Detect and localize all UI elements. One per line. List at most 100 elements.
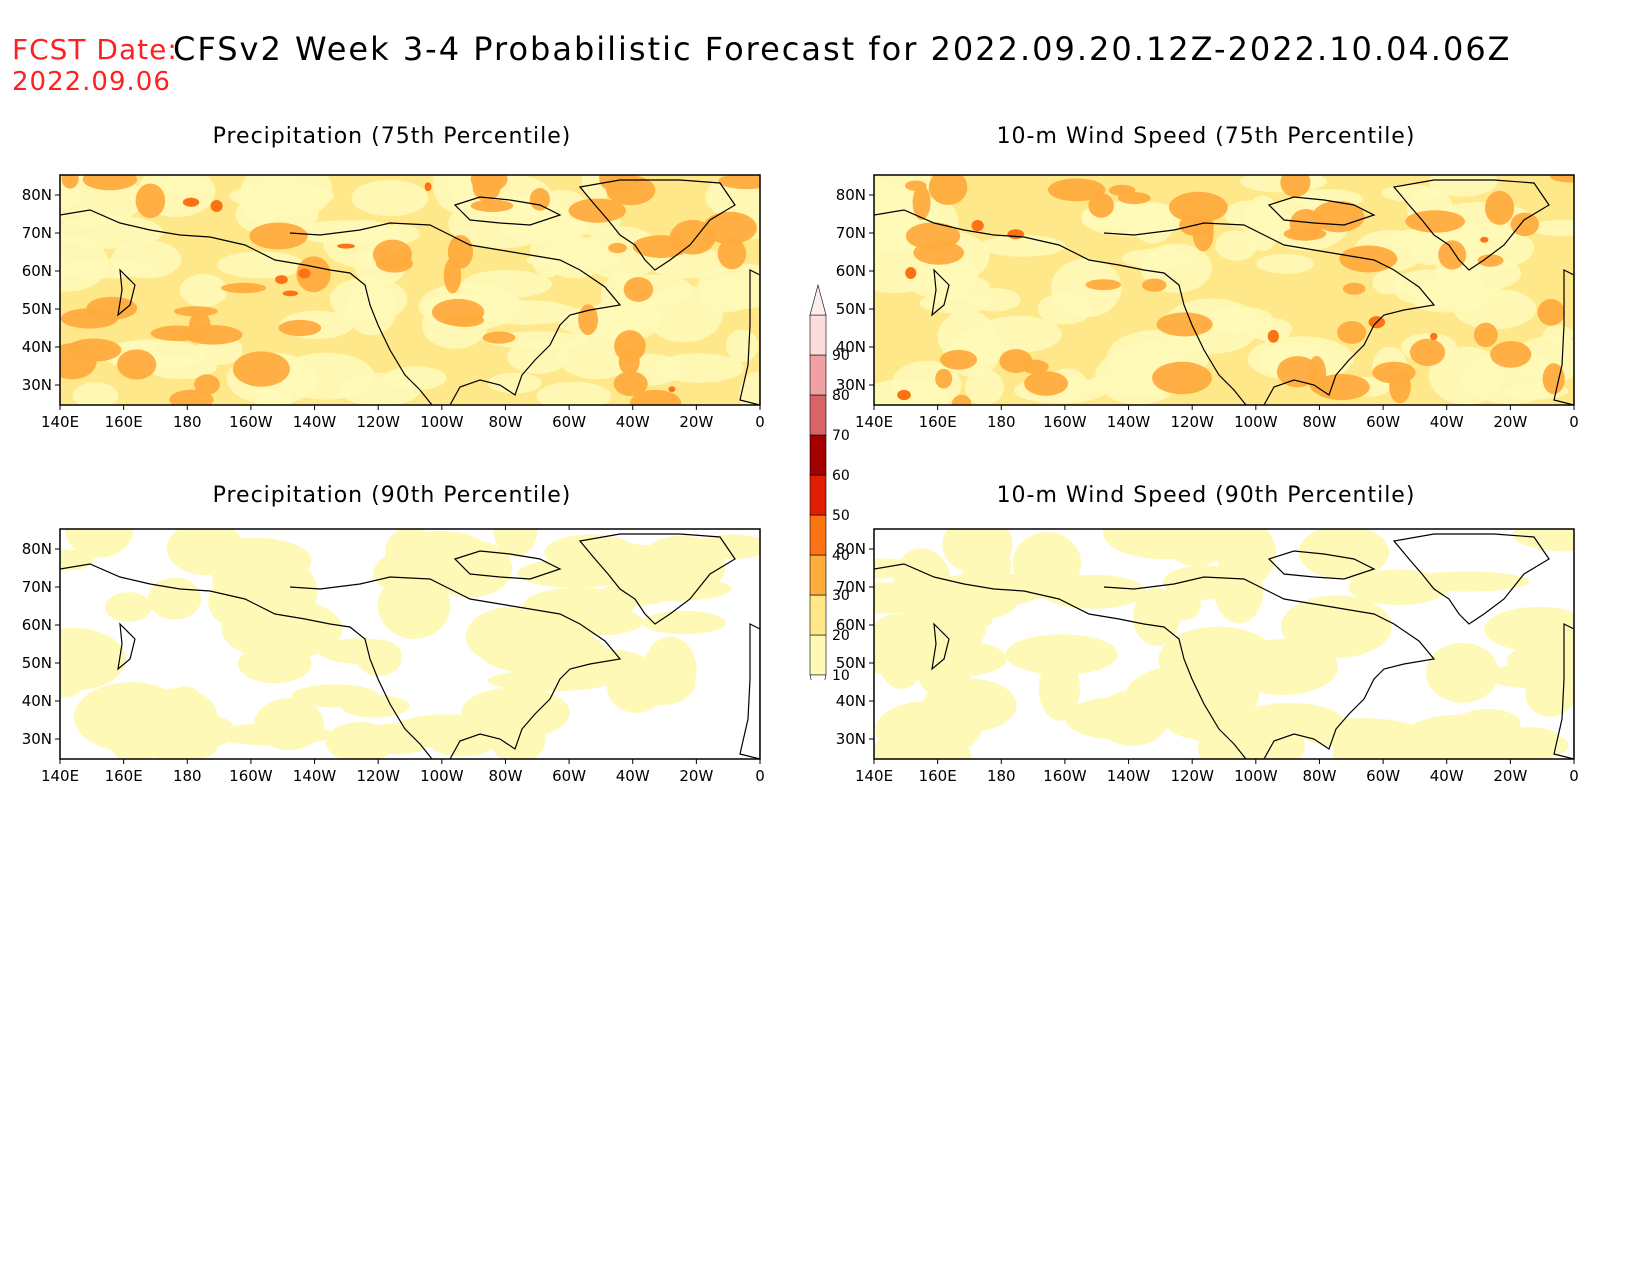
contour-blob [291, 684, 380, 708]
coastline [117, 268, 136, 317]
lat-tick-label: 60N [22, 616, 52, 634]
contour-blob [372, 239, 413, 270]
contour-blob [942, 529, 1013, 574]
lat-tick-label: 30N [836, 730, 866, 748]
contour-blob [111, 240, 182, 279]
lon-tick-label: 140W [1107, 767, 1151, 785]
coastline [739, 623, 760, 759]
contour-blob [1168, 191, 1228, 223]
contour-blob [1298, 529, 1390, 580]
contour-blob [1337, 320, 1367, 344]
fcst-date-value: 2022.09.06 [12, 67, 171, 97]
lon-tick-label: 160W [1043, 767, 1087, 785]
contour-blob [1342, 282, 1366, 295]
contour-blob [356, 639, 402, 676]
panel-title-wind-75: 10-m Wind Speed (75th Percentile) [996, 124, 1416, 149]
lon-tick-label: 80W [1302, 413, 1336, 431]
lon-tick-label: 180 [173, 767, 202, 785]
map-precip-75: 140E 160E 180 160W 140W 120W 100W 80W 60W 40W 20W 0… [22, 174, 765, 431]
map-frame [59, 174, 761, 406]
lat-tick-label: 60N [22, 262, 52, 280]
lon-tick-label: 20W [679, 767, 713, 785]
contour-blob [278, 319, 322, 337]
contour-blob [210, 723, 335, 746]
lat-tick-label: 30N [836, 376, 866, 394]
lon-tick-label: 120W [356, 413, 400, 431]
contour-blob [1543, 325, 1574, 343]
contour-blob [980, 235, 1066, 257]
lat-tick-label: 60N [836, 616, 866, 634]
contour-blob [249, 222, 308, 250]
colorbar-swatch [809, 514, 827, 556]
lat-tick-label: 40N [836, 338, 866, 356]
contour-blob [1088, 193, 1114, 218]
contour-blob [874, 179, 916, 235]
contour-blob [424, 182, 432, 192]
contour-blob [1525, 670, 1574, 717]
contour-blob [432, 175, 479, 213]
contour-blob [905, 180, 927, 191]
coastline [931, 268, 950, 317]
contour-blob [1283, 227, 1327, 241]
lon-tick-label: 140E [41, 413, 79, 431]
coastline [117, 622, 136, 671]
lon-tick-label: 160E [919, 767, 957, 785]
colorbar-label: 90 [832, 348, 850, 364]
contour-blob [702, 211, 757, 245]
contour-blob [912, 185, 931, 220]
contour-blob [60, 549, 94, 571]
contour-blob [82, 175, 138, 191]
colorbar-label: 80 [832, 388, 850, 404]
contour-blob [1064, 697, 1173, 740]
lat-tick-label: 70N [836, 224, 866, 242]
contour-blob [874, 379, 948, 405]
contour-blob [1200, 306, 1274, 334]
lon-tick-label: 140E [855, 767, 893, 785]
colorbar-cap-bottom [809, 674, 827, 680]
colorbar-label: 50 [832, 508, 850, 524]
lon-tick-label: 140W [293, 767, 337, 785]
contour-blob [1020, 359, 1049, 374]
contour-blob [1409, 338, 1446, 367]
contour-blob [1480, 236, 1489, 243]
contour-blob [917, 644, 971, 699]
contour-blob [568, 198, 626, 223]
contour-blob [725, 329, 759, 363]
contour-blob [523, 587, 636, 623]
contour-blob [630, 389, 682, 405]
contour-blob [282, 290, 299, 297]
contour-blob [935, 368, 953, 389]
lon-tick-label: 40W [1430, 413, 1464, 431]
contour-blob [180, 714, 235, 748]
contour-blob [470, 199, 514, 212]
lat-tick-label: 40N [22, 338, 52, 356]
coastline [1103, 222, 1436, 405]
contour-blob [389, 714, 505, 749]
contour-blob [210, 199, 223, 212]
contour-blob [1506, 641, 1574, 680]
coastline [931, 622, 950, 671]
map-frame [873, 528, 1575, 760]
contour-blob [1132, 203, 1174, 244]
lon-tick-label: 140W [1107, 413, 1151, 431]
colorbar-swatch [809, 594, 827, 636]
contour-blob [1038, 655, 1081, 721]
lon-tick-label: 180 [173, 413, 202, 431]
contour-blob [1381, 184, 1441, 202]
contour-blob [965, 369, 1005, 405]
contour-blob [940, 349, 978, 370]
lon-tick-label: 0 [755, 413, 765, 431]
contour-blob [482, 331, 516, 344]
page-title: CFSv2 Week 3-4 Probabilistic Forecast fo… [173, 30, 1512, 68]
lat-tick-label: 50N [22, 300, 52, 318]
contour-blob [64, 529, 134, 558]
map-frame [59, 528, 761, 760]
contour-blob [173, 306, 218, 317]
lon-tick-label: 120W [356, 767, 400, 785]
lat-tick-label: 50N [22, 654, 52, 672]
map-wind-75: 140E 160E 180 160W 140W 120W 100W 80W 60W 40W 20W 0… [836, 174, 1579, 431]
contour-blob [908, 604, 993, 634]
coastline [453, 550, 562, 580]
contour-blob [169, 389, 214, 405]
coastline [578, 179, 736, 271]
